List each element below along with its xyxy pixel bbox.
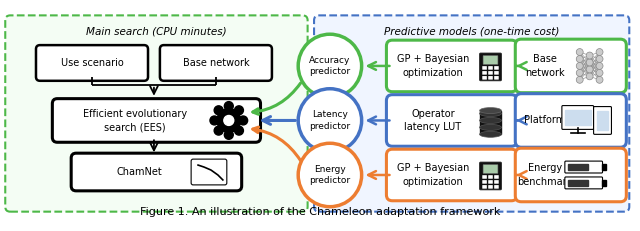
FancyBboxPatch shape <box>515 39 627 93</box>
Circle shape <box>576 76 583 83</box>
Ellipse shape <box>479 118 501 123</box>
FancyBboxPatch shape <box>5 15 308 212</box>
FancyBboxPatch shape <box>562 106 594 129</box>
Text: Accuracy
predictor: Accuracy predictor <box>309 56 351 76</box>
Bar <box>565 109 591 125</box>
Bar <box>479 111 501 134</box>
Circle shape <box>217 109 241 132</box>
FancyBboxPatch shape <box>483 55 498 64</box>
FancyBboxPatch shape <box>483 175 487 179</box>
Ellipse shape <box>479 108 501 113</box>
Circle shape <box>596 76 603 83</box>
Text: Base
network: Base network <box>525 54 565 78</box>
FancyBboxPatch shape <box>494 175 499 179</box>
FancyBboxPatch shape <box>494 71 499 75</box>
FancyBboxPatch shape <box>488 185 493 189</box>
FancyBboxPatch shape <box>515 148 627 202</box>
Circle shape <box>239 116 248 125</box>
FancyBboxPatch shape <box>36 45 148 81</box>
FancyBboxPatch shape <box>565 177 602 189</box>
Circle shape <box>576 69 583 76</box>
FancyBboxPatch shape <box>160 45 272 81</box>
Bar <box>602 164 605 170</box>
FancyBboxPatch shape <box>594 106 611 134</box>
FancyBboxPatch shape <box>488 76 493 80</box>
Text: Energy
benchmark: Energy benchmark <box>517 163 573 187</box>
FancyBboxPatch shape <box>387 95 517 146</box>
FancyBboxPatch shape <box>494 66 499 70</box>
FancyBboxPatch shape <box>479 53 501 81</box>
FancyBboxPatch shape <box>483 185 487 189</box>
FancyBboxPatch shape <box>314 15 629 212</box>
Text: Base network: Base network <box>182 58 249 68</box>
Circle shape <box>576 49 583 55</box>
Text: GP + Bayesian
optimization: GP + Bayesian optimization <box>397 163 469 187</box>
Text: Predictive models (one-time cost): Predictive models (one-time cost) <box>384 26 559 36</box>
Circle shape <box>224 116 234 125</box>
Circle shape <box>576 55 583 62</box>
FancyBboxPatch shape <box>565 161 602 173</box>
Circle shape <box>234 106 243 115</box>
FancyBboxPatch shape <box>488 66 493 70</box>
Circle shape <box>234 126 243 135</box>
Bar <box>602 180 605 186</box>
Bar <box>596 111 609 130</box>
FancyBboxPatch shape <box>483 71 487 75</box>
FancyBboxPatch shape <box>483 66 487 70</box>
FancyBboxPatch shape <box>479 162 501 190</box>
FancyBboxPatch shape <box>387 40 517 92</box>
Circle shape <box>225 102 233 111</box>
Ellipse shape <box>479 131 501 137</box>
Circle shape <box>576 62 583 69</box>
FancyBboxPatch shape <box>71 153 242 191</box>
Bar <box>568 164 588 170</box>
Circle shape <box>298 34 362 98</box>
Bar <box>568 180 588 186</box>
Circle shape <box>214 106 223 115</box>
Circle shape <box>596 55 603 62</box>
Text: GP + Bayesian
optimization: GP + Bayesian optimization <box>397 54 469 78</box>
Circle shape <box>214 126 223 135</box>
Circle shape <box>586 52 593 59</box>
Circle shape <box>596 49 603 55</box>
FancyBboxPatch shape <box>488 71 493 75</box>
FancyBboxPatch shape <box>387 149 517 201</box>
Ellipse shape <box>479 111 501 116</box>
FancyBboxPatch shape <box>52 99 260 142</box>
FancyBboxPatch shape <box>488 180 493 184</box>
Circle shape <box>298 143 362 207</box>
FancyBboxPatch shape <box>191 159 227 185</box>
Text: Figure 1. An illustration of the Chameleon adaptation framework: Figure 1. An illustration of the Chamele… <box>140 207 500 217</box>
FancyBboxPatch shape <box>488 175 493 179</box>
Circle shape <box>596 69 603 76</box>
Text: ChamNet: ChamNet <box>116 167 163 177</box>
Ellipse shape <box>479 125 501 130</box>
Circle shape <box>586 59 593 66</box>
Text: Main search (CPU minutes): Main search (CPU minutes) <box>86 26 227 36</box>
FancyBboxPatch shape <box>483 180 487 184</box>
FancyBboxPatch shape <box>494 76 499 80</box>
Circle shape <box>596 62 603 69</box>
Text: Use scenario: Use scenario <box>61 58 124 68</box>
FancyBboxPatch shape <box>515 94 627 147</box>
Circle shape <box>225 130 233 139</box>
Text: Operator
latency LUT: Operator latency LUT <box>404 109 461 132</box>
Circle shape <box>298 89 362 152</box>
FancyBboxPatch shape <box>494 180 499 184</box>
Circle shape <box>586 73 593 80</box>
FancyBboxPatch shape <box>483 164 498 173</box>
Text: Platform: Platform <box>524 116 566 125</box>
Text: Latency
predictor: Latency predictor <box>309 110 351 131</box>
Circle shape <box>586 66 593 73</box>
FancyBboxPatch shape <box>483 76 487 80</box>
Text: Efficient evolutionary
search (EES): Efficient evolutionary search (EES) <box>83 109 187 132</box>
Text: Energy
predictor: Energy predictor <box>309 165 351 185</box>
FancyBboxPatch shape <box>494 185 499 189</box>
Circle shape <box>210 116 219 125</box>
